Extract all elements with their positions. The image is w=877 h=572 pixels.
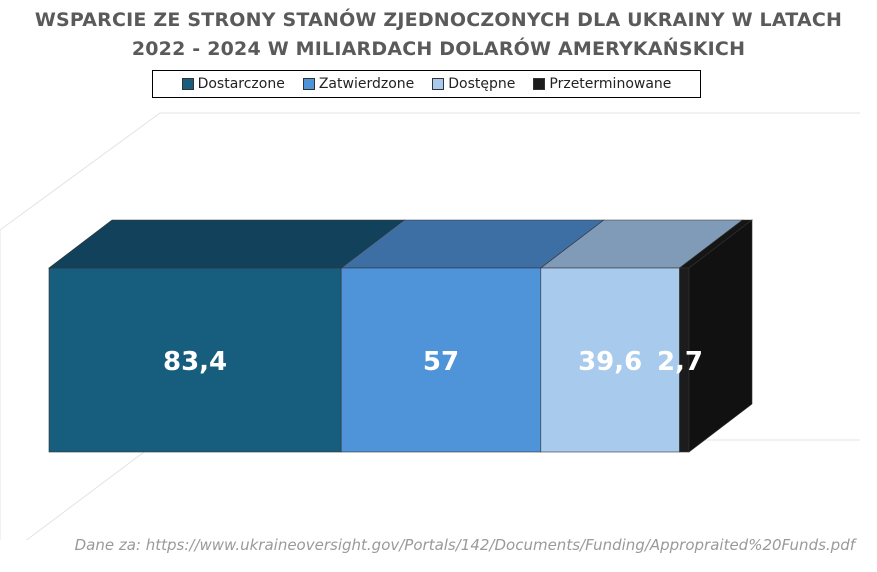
- chart-bars: [48, 219, 753, 453]
- data-label-zatwierdzone: 57: [423, 347, 459, 377]
- legend-label-przeterminowane: Przeterminowane: [549, 76, 672, 92]
- floor-outline: [25, 439, 860, 540]
- legend-swatch-zatwierdzone: [302, 78, 315, 90]
- legend-label-dostepne: Dostępne: [448, 76, 516, 92]
- bar-zatwierdzone: [340, 267, 542, 453]
- chart-title-line-2: 2022 - 2024 W MILIARDACH DOLARÓW AMERYKA…: [131, 38, 746, 60]
- bar-side-face: [688, 219, 753, 453]
- legend-item-przeterminowane: Przeterminowane: [533, 76, 671, 92]
- data-label-przeterminowane: 2,7: [657, 347, 703, 377]
- chart-legend: Dostarczone Zatwierdzone Dostępne Przete…: [152, 70, 701, 98]
- bar-dostarczone: [48, 267, 342, 453]
- bar-dostepne: [540, 267, 680, 453]
- legend-label-zatwierdzone: Zatwierdzone: [318, 76, 415, 92]
- legend-item-dostarczone: Dostarczone: [181, 76, 285, 92]
- chart-title-line-1: WSPARCIE ZE STRONY STANÓW ZJEDNOCZONYCH …: [34, 9, 843, 31]
- chart-title: WSPARCIE ZE STRONY STANÓW ZJEDNOCZONYCH …: [0, 6, 877, 64]
- source-note: Dane za: https://www.ukraineoversight.go…: [74, 536, 855, 554]
- legend-swatch-dostarczone: [181, 78, 194, 90]
- data-label-dostepne: 39,6: [578, 347, 642, 377]
- legend-item-zatwierdzone: Zatwierdzone: [302, 76, 415, 92]
- legend-swatch-przeterminowane: [533, 78, 546, 90]
- data-label-dostarczone: 83,4: [163, 347, 227, 377]
- legend-item-dostepne: Dostępne: [432, 76, 515, 92]
- chart-data-labels: 83,4 57 39,6 2,7: [163, 347, 703, 377]
- back-wall-outline: [0, 112, 860, 231]
- legend-label-dostarczone: Dostarczone: [197, 76, 285, 92]
- chart-plot: 83,4 57 39,6 2,7: [0, 112, 860, 540]
- legend-swatch-dostepne: [432, 78, 445, 90]
